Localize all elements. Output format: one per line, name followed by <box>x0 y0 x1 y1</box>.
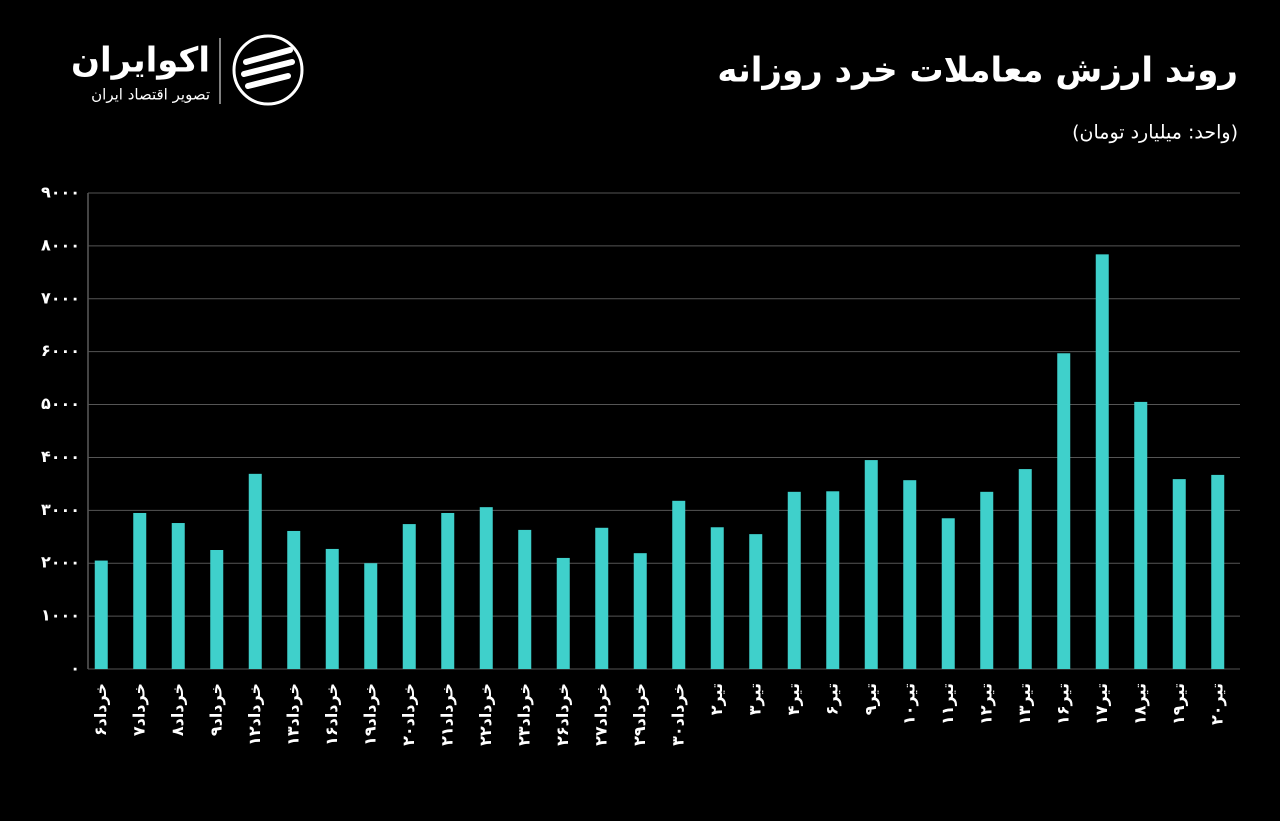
bar <box>1172 479 1186 669</box>
y-tick-label: ۴۰۰۰ <box>41 447 80 466</box>
x-tick-label: تیر۹ <box>861 683 880 715</box>
x-tick-label: تیر۱۸ <box>1130 683 1149 725</box>
y-tick-label: ۳۰۰۰ <box>41 500 80 519</box>
x-tick-label: خرداد۲۹ <box>630 683 649 746</box>
x-tick-label: خرداد۳۰ <box>668 683 687 746</box>
x-tick-label: تیر۱۰ <box>899 683 918 725</box>
bar <box>864 460 878 669</box>
x-tick-label: تیر۱۳ <box>1015 683 1034 725</box>
x-tick-label: تیر۱۶ <box>1053 683 1072 725</box>
bar <box>826 491 840 669</box>
y-tick-label: ۶۰۰۰ <box>41 341 80 360</box>
x-tick-label: خرداد۲۲ <box>476 683 495 746</box>
x-tick-label: خرداد۲۷ <box>591 683 610 746</box>
y-tick-label: ۸۰۰۰ <box>41 235 80 254</box>
x-tick-label: تیر۲ <box>707 683 726 715</box>
y-tick-label: ۰ <box>70 659 80 678</box>
x-tick-label: تیر۴ <box>784 683 803 715</box>
bar <box>672 500 686 669</box>
bar <box>1057 353 1071 669</box>
bar <box>210 550 224 669</box>
bar <box>633 553 647 669</box>
x-tick-label: خرداد۲۶ <box>553 683 572 746</box>
x-tick-label: خرداد۲۱ <box>437 683 456 746</box>
logo: اکوایران تصویر اقتصاد ایران <box>71 34 304 106</box>
y-tick-label: ۹۰۰۰ <box>41 183 80 202</box>
bar <box>595 527 609 669</box>
bar <box>441 512 455 669</box>
bar <box>1095 254 1109 669</box>
x-tick-label: خرداد۱۳ <box>283 683 302 746</box>
bar <box>287 530 301 669</box>
bar <box>1134 401 1148 669</box>
logo-icon <box>232 34 304 106</box>
logo-tagline: تصویر اقتصاد ایران <box>91 86 210 104</box>
y-tick-label: ۲۰۰۰ <box>41 553 80 572</box>
bar <box>1211 474 1225 669</box>
logo-stripes <box>241 47 295 89</box>
bar <box>1018 469 1032 669</box>
y-tick-label: ۵۰۰۰ <box>41 394 80 413</box>
x-tick-label: تیر۱۱ <box>938 683 957 725</box>
x-tick-label: خرداد۹ <box>206 683 225 736</box>
x-tick-label: خرداد۲۳ <box>514 683 533 746</box>
logo-name: اکوایران <box>71 41 210 81</box>
y-tick-label: ۷۰۰۰ <box>41 288 80 307</box>
x-tick-label: خرداد۸ <box>168 683 187 736</box>
x-tick-label: تیر۶ <box>822 683 841 715</box>
x-tick-label: تیر۱۲ <box>976 683 995 725</box>
bar <box>325 548 339 669</box>
bar <box>479 507 493 669</box>
bar <box>248 473 262 669</box>
x-tick-label: تیر۳ <box>745 683 764 715</box>
chart-title: روند ارزش معاملات خرد روزانه <box>717 51 1238 91</box>
x-tick-label: خرداد۱۲ <box>245 683 264 746</box>
x-tick-label: خرداد۱۶ <box>322 683 341 746</box>
bar <box>402 524 416 669</box>
x-tick-label: تیر۱۹ <box>1169 683 1188 725</box>
bar <box>903 480 917 669</box>
bar <box>94 560 108 669</box>
bar <box>980 491 994 669</box>
x-tick-label: خرداد۲۰ <box>399 683 418 746</box>
x-tick-label: خرداد۱۹ <box>360 683 379 746</box>
x-tick-label: خرداد۷ <box>129 683 148 736</box>
bar <box>133 512 147 669</box>
x-tick-label: تیر۲۰ <box>1207 683 1226 725</box>
bar <box>787 491 801 669</box>
bar <box>710 527 724 669</box>
bar <box>941 518 955 669</box>
bar <box>364 563 378 669</box>
bar <box>749 534 763 669</box>
bar <box>518 529 532 669</box>
chart-subtitle: (واحد: میلیارد تومان) <box>1072 122 1238 144</box>
x-tick-label: خرداد۶ <box>91 683 110 736</box>
bar <box>556 557 570 669</box>
x-tick-label: تیر۱۷ <box>1092 683 1111 725</box>
bar <box>171 523 185 669</box>
y-tick-label: ۱۰۰۰ <box>41 606 80 625</box>
